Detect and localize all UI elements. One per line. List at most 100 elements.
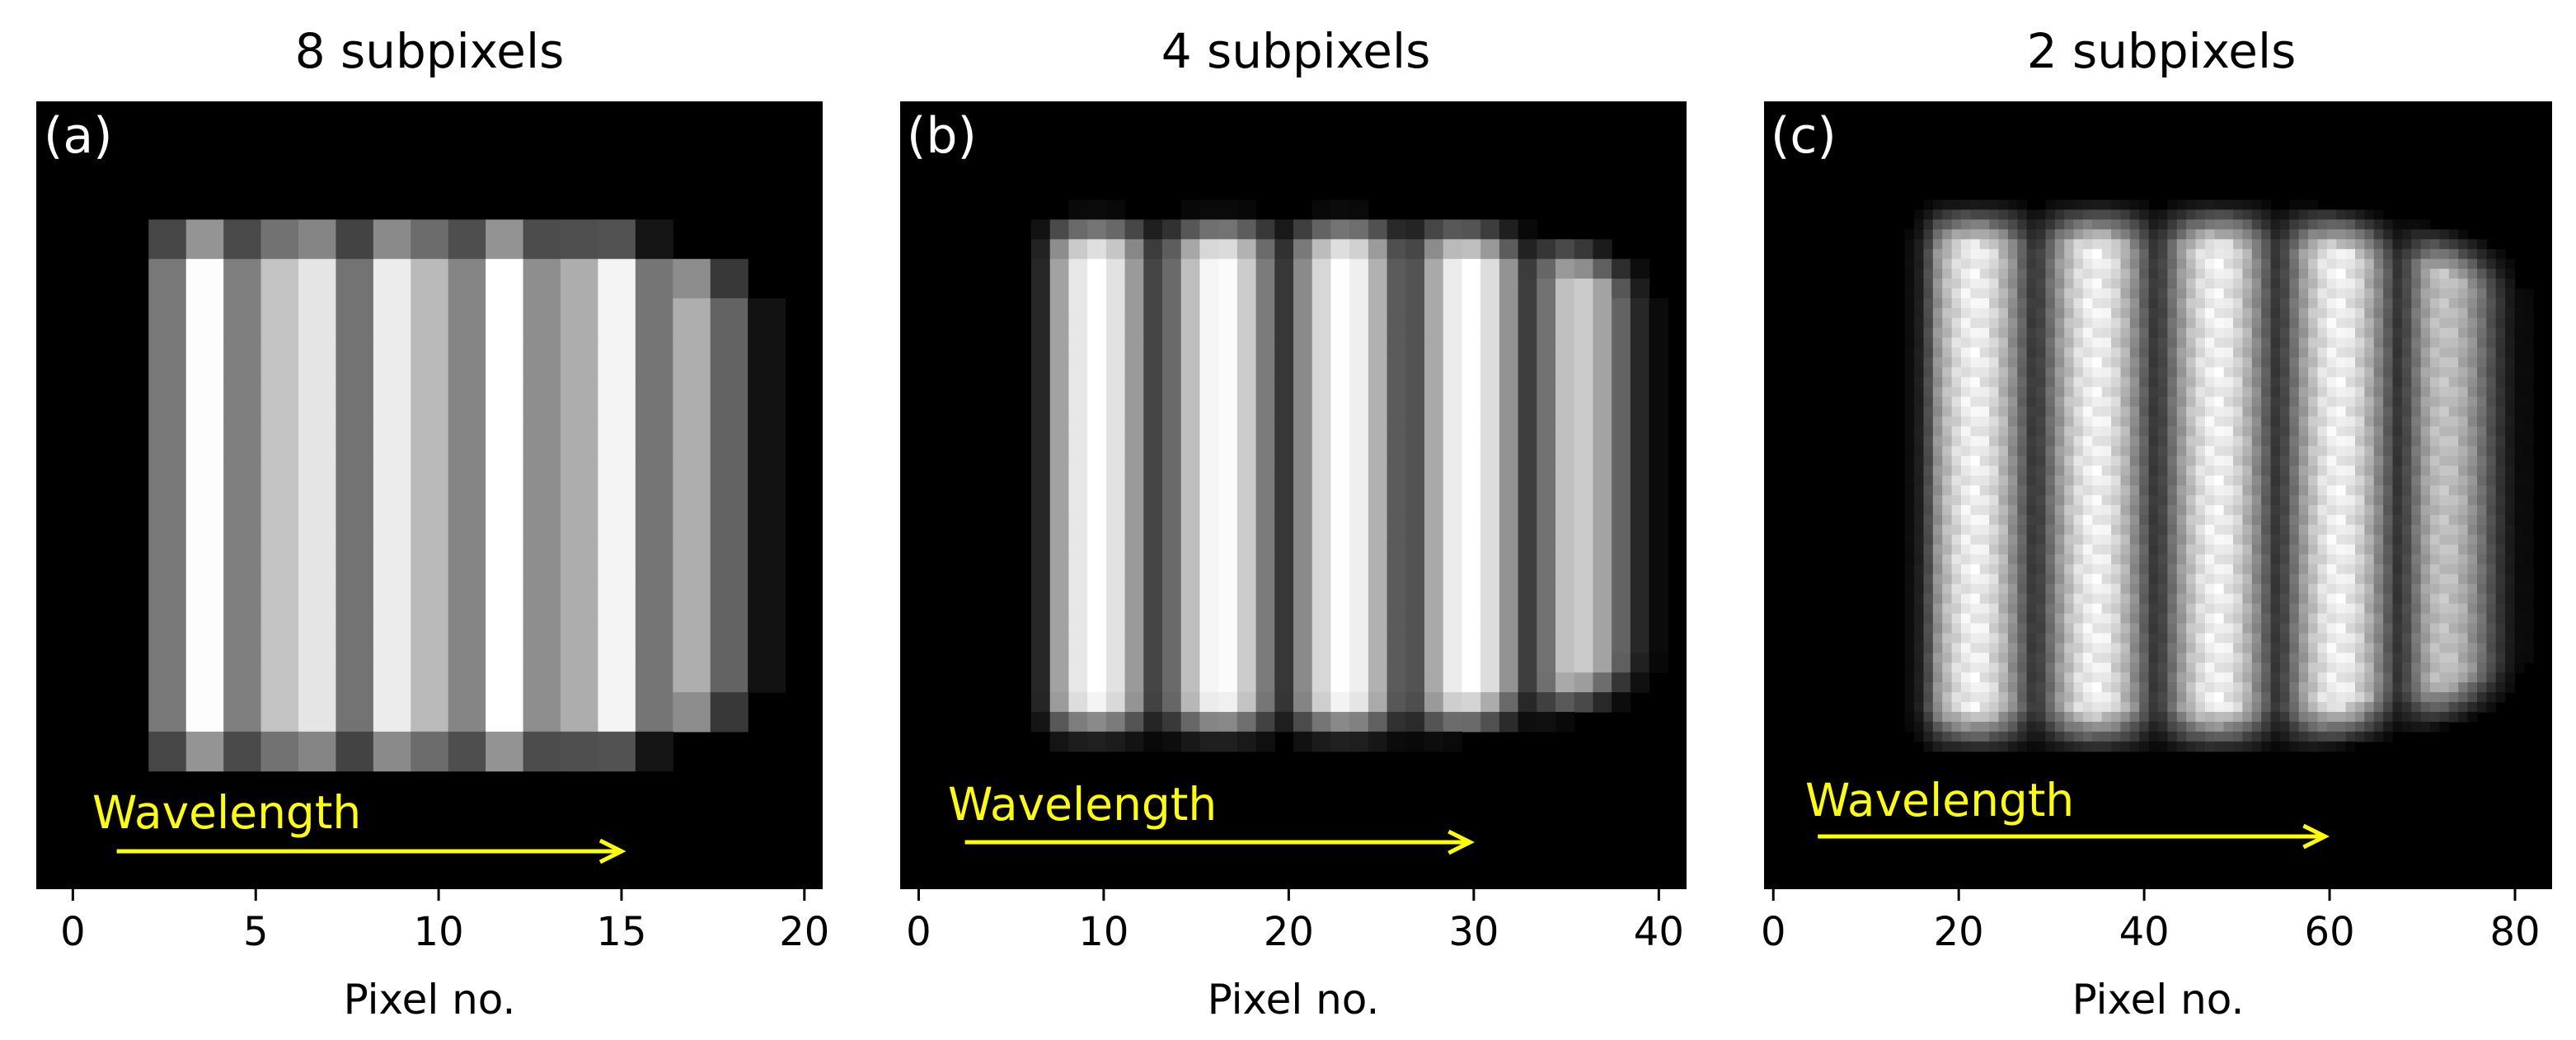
pixel-cell [2120, 593, 2131, 605]
pixel-cell [2476, 682, 2487, 693]
pixel-cell [2505, 613, 2516, 624]
pixel-cell [2261, 711, 2272, 723]
pixel-cell [2017, 593, 2028, 605]
pixel-cell [2439, 534, 2450, 546]
pixel-cell [2195, 357, 2206, 368]
pixel-cell [2495, 633, 2506, 644]
pixel-cell [2082, 692, 2093, 703]
pixel-cell [2214, 692, 2225, 703]
pixel-cell [2392, 456, 2403, 466]
pixel-cell [2167, 682, 2178, 693]
pixel-cell [1942, 466, 1953, 476]
pixel-cell [2514, 416, 2525, 427]
pixel-cell [1405, 298, 1425, 319]
pixel-cell [1105, 259, 1126, 279]
pixel-cell [2505, 623, 2516, 634]
pixel-cell [1349, 574, 1369, 595]
pixel-cell [2233, 653, 2244, 663]
pixel-cell [2017, 682, 2028, 693]
pixel-cell [2195, 436, 2206, 447]
pixel-cell [2308, 396, 2319, 408]
pixel-cell [1923, 495, 1934, 506]
pixel-cell [2392, 406, 2403, 417]
pixel-cell [2261, 534, 2272, 546]
pixel-cell [2111, 456, 2122, 466]
pixel-cell [1612, 514, 1631, 536]
pixel-cell [2439, 249, 2450, 260]
pixel-cell [2467, 446, 2478, 457]
pixel-cell [2204, 377, 2215, 388]
pixel-cell [2186, 456, 2197, 466]
pixel-cell [2317, 633, 2328, 644]
pixel-cell [2036, 663, 2047, 673]
pixel-cell [1961, 199, 1971, 211]
pixel-cell [2167, 711, 2178, 723]
pixel-cell [2326, 672, 2337, 683]
pixel-cell [1951, 524, 1962, 536]
pixel-cell [2364, 456, 2375, 466]
pixel-cell [1914, 475, 1925, 486]
pixel-cell [1480, 259, 1500, 279]
pixel-cell [2392, 446, 2403, 457]
pixel-cell [1293, 357, 1313, 378]
pixel-cell [1480, 613, 1500, 634]
pixel-cell [1998, 396, 2009, 408]
pixel-cell [1143, 456, 1163, 476]
pixel-cell [2186, 377, 2197, 388]
pixel-cell [2017, 564, 2028, 575]
pixel-cell [2486, 347, 2497, 358]
x-tick-label: 15 [596, 909, 646, 955]
pixel-cell [1330, 337, 1350, 358]
pixel-cell [2204, 623, 2215, 634]
pixel-cell [1124, 337, 1144, 358]
pixel-cell [2026, 583, 2037, 595]
pixel-cell [2251, 466, 2262, 476]
pixel-cell [2195, 475, 2206, 486]
pixel-cell [2336, 544, 2347, 555]
pixel-cell [2476, 426, 2487, 437]
pixel-cell [1904, 603, 1915, 614]
pixel-cell [2326, 583, 2337, 595]
panel-a: 8 subpixels (a) Wavelength 0 5 10 15 20 Pixe… [36, 23, 829, 1024]
pixel-cell [2092, 377, 2103, 388]
pixel-cell [2298, 524, 2309, 536]
pixel-cell [1932, 229, 1943, 240]
pixel-cell [2158, 288, 2168, 299]
pixel-cell [1330, 692, 1350, 713]
pixel-cell [2392, 643, 2403, 654]
pixel-cell [2336, 653, 2347, 663]
pixel-cell [2026, 279, 2037, 289]
pixel-cell [1904, 633, 1915, 644]
pixel-cell [2139, 603, 2150, 614]
pixel-cell [1031, 475, 1051, 496]
pixel-cell [1443, 672, 1463, 693]
pixel-cell [2364, 721, 2375, 733]
pixel-cell [2486, 396, 2497, 408]
pixel-cell [2458, 524, 2469, 536]
pixel-cell [2251, 593, 2262, 605]
pixel-cell [2092, 731, 2103, 743]
pixel-cell [1405, 475, 1425, 496]
pixel-cell [1105, 377, 1126, 398]
pixel-cell [1518, 613, 1537, 634]
pixel-cell [2111, 307, 2122, 319]
pixel-cell [411, 416, 449, 457]
pixel-cell [2261, 406, 2272, 417]
pixel-cell [1387, 317, 1406, 339]
pixel-cell [1218, 436, 1238, 457]
pixel-cell [2158, 386, 2168, 398]
pixel-cell [2139, 554, 2150, 565]
pixel-cell [2026, 406, 2037, 417]
pixel-cell [1932, 682, 1943, 693]
pixel-cell [1989, 485, 2000, 496]
pixel-cell [2026, 288, 2037, 299]
pixel-cell [2167, 426, 2178, 437]
pixel-cell [335, 337, 374, 378]
pixel-cell [1218, 475, 1238, 496]
pixel-cell [2401, 643, 2412, 654]
pixel-cell [2373, 613, 2384, 624]
pixel-cell [1311, 475, 1332, 496]
pixel-cell [2261, 544, 2272, 555]
pixel-cell [2045, 574, 2056, 585]
pixel-cell [2279, 504, 2290, 516]
